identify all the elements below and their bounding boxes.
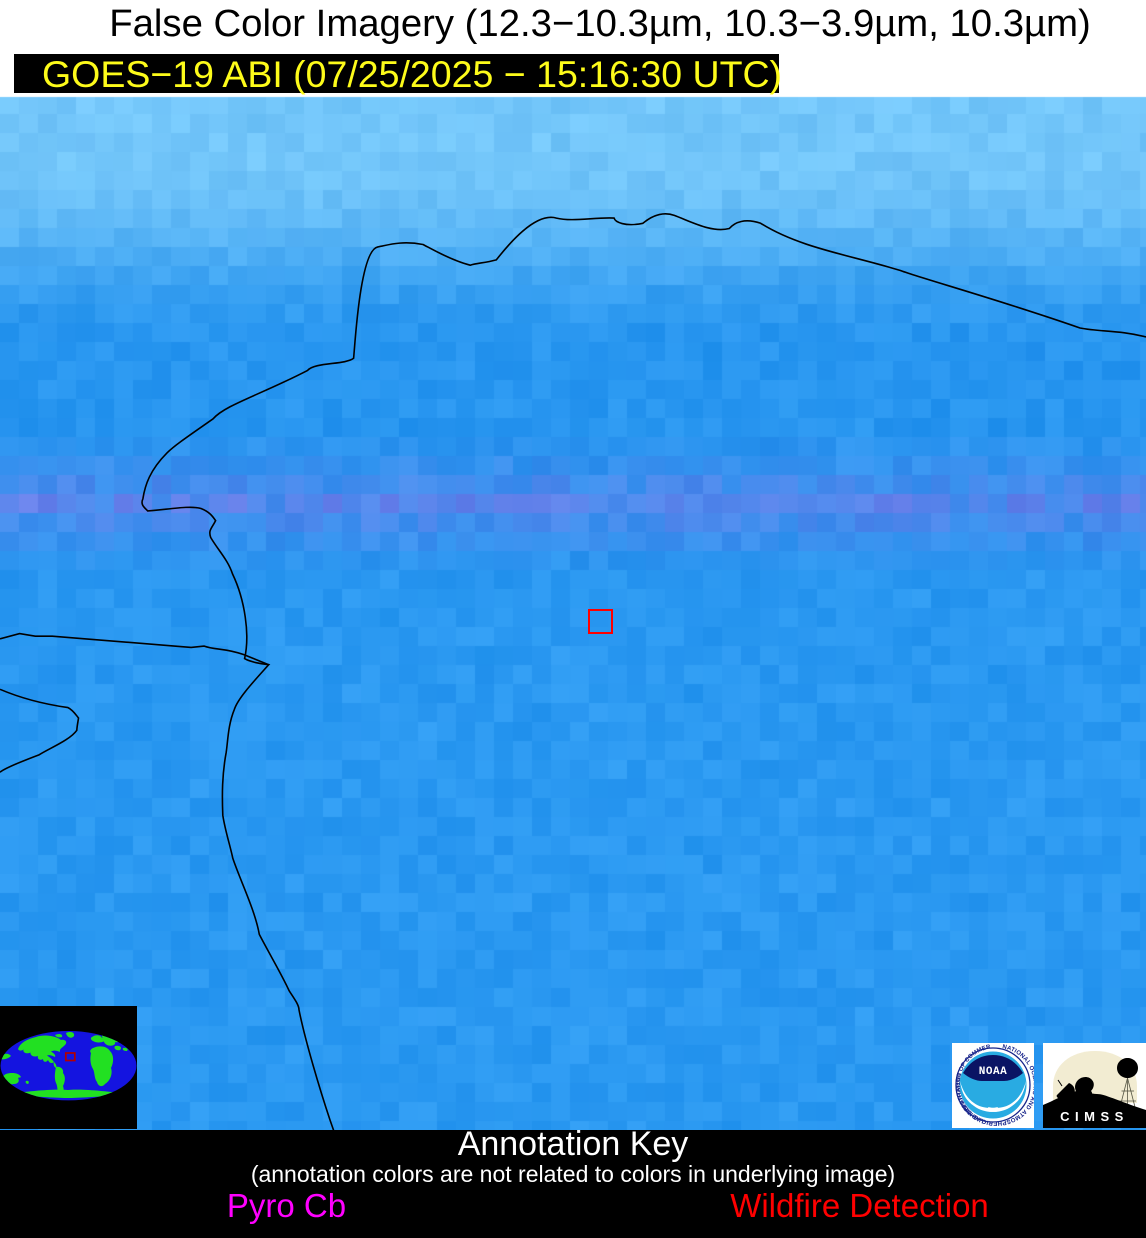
svg-text:NOAA: NOAA: [979, 1066, 1007, 1078]
svg-text:CIMSS: CIMSS: [1060, 1109, 1129, 1124]
